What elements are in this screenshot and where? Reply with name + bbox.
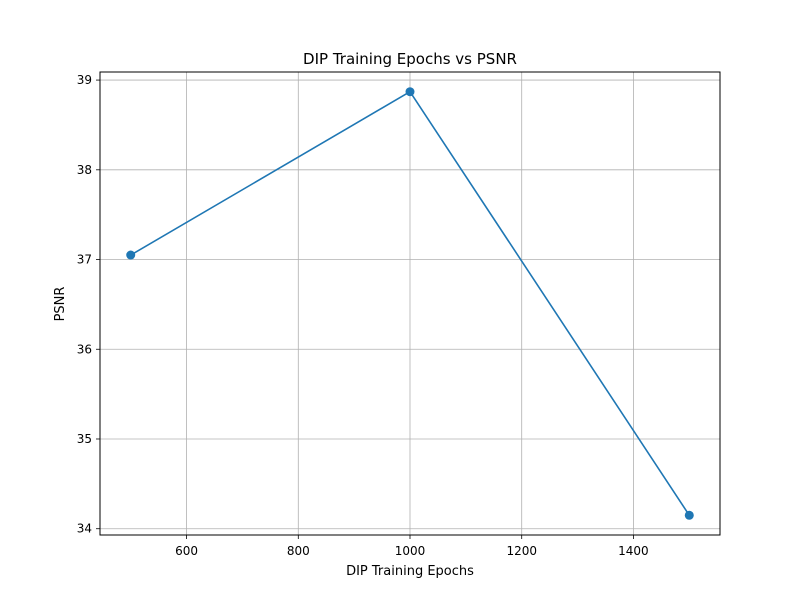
x-tick-label: 1200 [506,544,537,558]
y-tick-label: 37 [77,253,92,267]
axis-ticks: 600 800 1000 1200 1400 34 35 36 37 38 39 [77,73,649,558]
x-tick-label: 1400 [618,544,649,558]
y-axis-label: PSNR [53,287,68,322]
y-tick-label: 39 [77,73,92,87]
y-tick-label: 36 [77,342,92,356]
data-point [126,250,136,260]
y-tick-label: 38 [77,163,92,177]
data-series [126,87,694,520]
x-axis-label: DIP Training Epochs [346,564,474,579]
y-tick-label: 35 [77,432,92,446]
x-tick-label: 1000 [395,544,426,558]
x-tick-label: 600 [175,544,198,558]
chart-title: DIP Training Epochs vs PSNR [303,50,517,68]
y-tick-label: 34 [77,522,92,536]
grid-lines [100,72,720,535]
data-point [684,510,694,520]
x-tick-label: 800 [287,544,310,558]
data-point [405,87,415,97]
plot-frame [99,71,721,536]
